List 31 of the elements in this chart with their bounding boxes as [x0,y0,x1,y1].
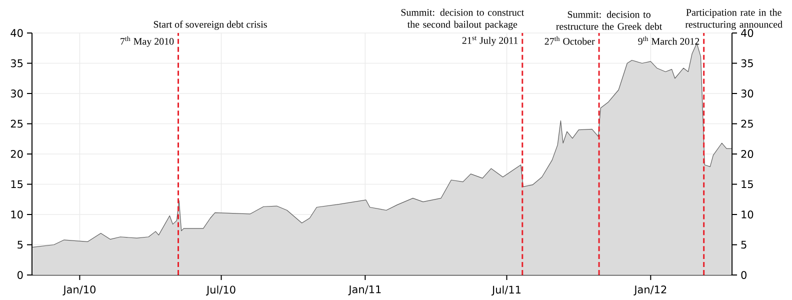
y2-tick-label: 20 [10,150,23,158]
text: Summit: decision to construct the second bailout package [401,8,524,30]
y-tick-label: 40 [741,29,754,37]
y-tick-label: 20 [741,150,754,158]
y-tick-label: 30 [741,90,754,98]
text: Participation rate in the restructuring announced [685,8,782,30]
text: Start of sovereign debt crisis [154,20,267,30]
y2-tick-label: 10 [11,210,23,218]
y2-tick-label: 25 [10,120,23,128]
x-tick-label: Jan/12 [634,286,666,296]
y2-tick-label: 0 [18,271,23,279]
x-tick-label: Jan/10 [62,286,96,296]
y2-tick-label: 15 [11,180,23,188]
x-tick-label: Jul/11 [491,286,521,296]
ref-line-label: 9$^{th}$ March 2012 [638,36,700,45]
y-tick-label: 35 [741,59,753,68]
y-tick-label: 5 [741,240,746,249]
y2-tick-label: 30 [10,90,23,98]
ref-line-label: 27$^{th}$ October [544,36,595,45]
y-tick-label: 15 [742,180,753,188]
ref-line-label: 7$^{th}$ May 2010 [120,36,174,47]
ref-line-label: 21$^{st}$ July 2011 [462,36,518,46]
text: Summit: decision to restructure the Greek debt [556,10,662,30]
y-tick-label: 10 [742,210,754,218]
y2-tick-label: 40 [10,29,23,37]
x-tick-label: Jul/10 [206,286,236,296]
y2-tick-label: 5 [18,240,23,249]
x-tick-label: Jan/11 [348,286,381,296]
y-tick-label: 25 [741,120,753,128]
y2-tick-label: 35 [10,59,23,68]
y-tick-label: 0 [741,271,746,279]
